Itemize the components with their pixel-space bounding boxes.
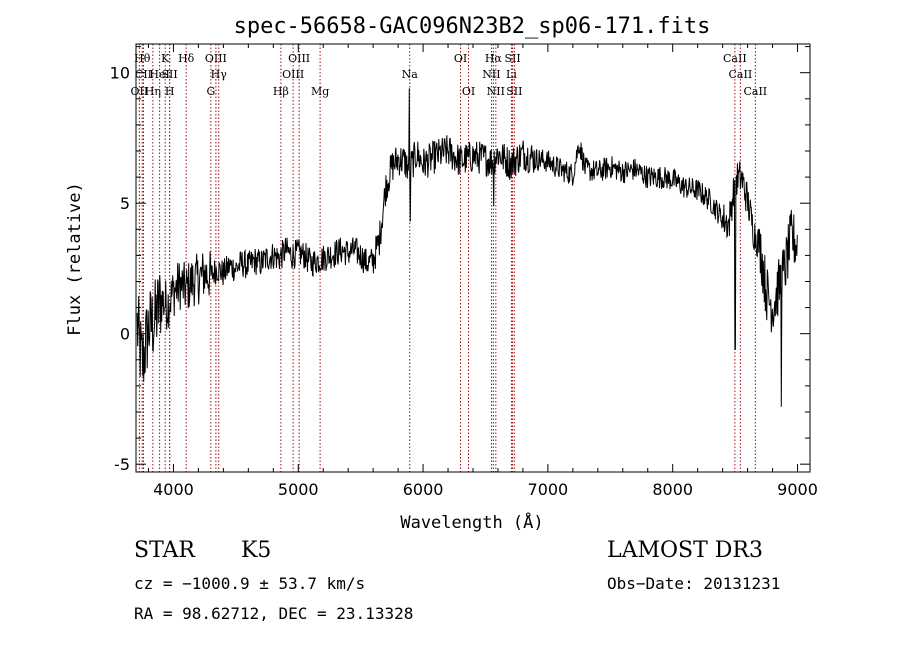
spectral-line-label: OI <box>462 85 475 98</box>
spectral-line-label: Hγ <box>211 68 228 81</box>
survey-name: LAMOST DR3 <box>607 538 763 563</box>
spectral-line-labels: OII Hθ CII Hη HeI K SII H Hδ G OIII Hγ Hβ OIII OIII Mg N… <box>131 52 768 98</box>
spectral-line-label: CaII <box>729 68 753 81</box>
spectral-line-label: H <box>165 85 175 98</box>
x-tick-label: 5000 <box>278 480 319 499</box>
x-tick-label: 7000 <box>528 480 569 499</box>
spectral-line-label: Hβ <box>273 85 289 98</box>
spectrum-line <box>136 88 798 407</box>
spectral-line-label: NII <box>487 85 505 98</box>
plot-frame <box>135 43 811 473</box>
spectral-line-label: Hδ <box>178 52 195 65</box>
chart-title: spec-56658-GAC096N23B2_sp06-171.fits <box>234 14 711 39</box>
y-tick-label: 0 <box>120 325 130 344</box>
observation-date: Obs−Date: 20131231 <box>607 574 781 593</box>
redshift-velocity: cz = −1000.9 ± 53.7 km/s <box>134 574 366 593</box>
y-tick-label: 10 <box>110 64 130 83</box>
x-tick-label: 4000 <box>153 480 194 499</box>
spectral-line-label: G <box>206 85 215 98</box>
y-tick-label: 5 <box>120 194 130 213</box>
spectral-line-label: Mg <box>311 85 329 98</box>
spectral-line-label: CII <box>135 68 152 81</box>
x-tick-label: 8000 <box>652 480 693 499</box>
spectral-line-label: OIII <box>205 52 227 65</box>
spectral-line-label: NII <box>482 68 500 81</box>
spectral-line-label: OIII <box>282 68 304 81</box>
spectral-line-label: OII <box>131 85 149 98</box>
spectral-line-label: Hη <box>145 85 161 98</box>
y-tick-label: -5 <box>114 455 130 474</box>
object-subclass: K5 <box>241 538 272 563</box>
spectral-line-label: CaII <box>743 85 767 98</box>
x-tick-label: 6000 <box>403 480 444 499</box>
spectral-line-label: CaII <box>723 52 747 65</box>
spectral-line-label: K <box>161 52 170 65</box>
spectral-line-label: Li <box>506 68 517 81</box>
object-type: STAR <box>134 538 195 563</box>
x-axis-label: Wavelength (Å) <box>400 511 543 533</box>
y-axis-label: Flux (relative) <box>65 182 85 336</box>
spectral-line-label: SII <box>506 85 522 98</box>
spectral-line-markers <box>138 44 756 472</box>
spectral-line-label: Hθ <box>134 52 151 65</box>
spectral-line-label: SII <box>504 52 520 65</box>
x-axis-ticks: 4000 5000 6000 7000 8000 9000 <box>147 44 818 499</box>
spectral-line-label: HeI <box>149 68 169 81</box>
coordinates: RA = 98.62712, DEC = 23.13328 <box>134 604 414 623</box>
y-axis-ticks: -5 0 5 10 <box>110 46 810 474</box>
spectral-line-label: SII <box>161 68 177 81</box>
x-tick-label: 9000 <box>777 480 818 499</box>
spectral-line-label: Na <box>402 68 419 81</box>
spectral-line-label: Hα <box>485 52 503 65</box>
spectral-line-label: OIII <box>288 52 310 65</box>
spectral-line-label: OI <box>454 52 467 65</box>
